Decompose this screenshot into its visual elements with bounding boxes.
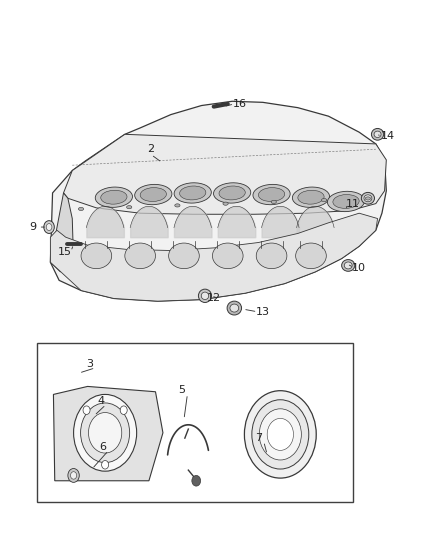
Ellipse shape [227,301,242,315]
Ellipse shape [169,243,199,269]
Text: 13: 13 [256,307,270,317]
Text: 16: 16 [233,99,247,109]
Text: 2: 2 [148,144,155,154]
Ellipse shape [95,187,132,207]
Ellipse shape [374,131,381,138]
Ellipse shape [253,184,290,205]
Ellipse shape [212,243,243,269]
Ellipse shape [223,202,228,205]
Text: 6: 6 [99,442,106,451]
Ellipse shape [135,184,172,205]
Ellipse shape [201,292,209,300]
Ellipse shape [293,187,329,207]
Ellipse shape [344,262,352,269]
Text: 4: 4 [97,396,104,406]
Ellipse shape [101,190,127,204]
Ellipse shape [256,243,287,269]
Circle shape [102,461,109,469]
Circle shape [81,403,130,463]
Polygon shape [53,386,163,481]
Ellipse shape [174,183,211,203]
Ellipse shape [46,224,52,231]
Circle shape [74,394,137,471]
Polygon shape [50,101,386,301]
Ellipse shape [271,200,276,204]
Circle shape [83,406,90,415]
Text: 15: 15 [58,247,72,256]
Polygon shape [50,193,74,272]
Ellipse shape [125,243,155,269]
Text: 3: 3 [86,359,93,368]
Ellipse shape [81,243,112,269]
Ellipse shape [78,207,84,211]
Circle shape [120,406,127,415]
Text: 9: 9 [29,222,36,232]
Text: 11: 11 [346,199,360,208]
Circle shape [252,400,309,469]
Ellipse shape [198,289,212,303]
Ellipse shape [175,204,180,207]
Polygon shape [64,134,386,214]
Ellipse shape [258,188,285,201]
Polygon shape [50,213,378,301]
Ellipse shape [298,190,324,204]
Ellipse shape [214,183,251,203]
Ellipse shape [333,195,359,208]
Text: 14: 14 [381,131,395,141]
Ellipse shape [365,197,371,200]
Ellipse shape [44,221,54,233]
Circle shape [244,391,316,478]
Circle shape [68,469,79,482]
Text: 10: 10 [352,263,366,272]
Ellipse shape [180,186,206,200]
Ellipse shape [230,304,239,312]
Ellipse shape [364,195,372,201]
Ellipse shape [328,191,364,212]
Ellipse shape [219,186,245,200]
Text: 12: 12 [207,294,221,303]
Ellipse shape [296,243,326,269]
Ellipse shape [371,128,384,140]
Ellipse shape [361,192,374,204]
Ellipse shape [321,198,327,201]
Ellipse shape [342,260,355,271]
Circle shape [192,475,201,486]
Text: 5: 5 [178,385,185,395]
Text: 7: 7 [255,433,262,443]
Circle shape [259,409,301,460]
Circle shape [88,413,122,453]
Ellipse shape [140,188,166,201]
Bar [37,343,353,502]
Circle shape [267,418,293,450]
Ellipse shape [127,206,132,209]
Circle shape [71,472,77,479]
